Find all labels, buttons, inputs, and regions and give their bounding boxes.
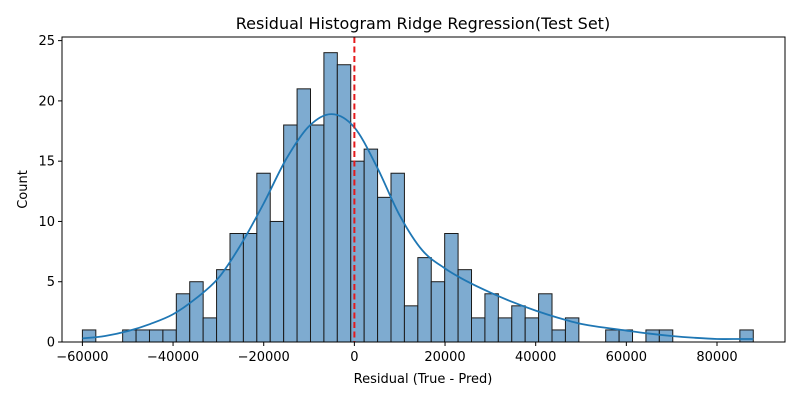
histogram-bar <box>175 293 191 343</box>
y-axis: 0 5 10 15 20 25 <box>38 34 62 351</box>
histogram-bar <box>162 329 177 343</box>
histogram-bar <box>336 64 352 343</box>
plot-frame <box>61 36 786 343</box>
histogram-bar <box>497 317 513 343</box>
histogram-bar <box>511 305 526 343</box>
histogram-bar <box>538 293 553 343</box>
histogram-bar <box>269 220 285 343</box>
histogram-bar <box>403 305 419 343</box>
x-tick-label: 0 <box>350 350 358 365</box>
y-tick-label: 5 <box>47 275 55 290</box>
x-tick-label: 80000 <box>696 350 737 365</box>
y-tick-label: 25 <box>38 34 55 49</box>
y-tick-label: 0 <box>47 336 55 351</box>
y-tick-label: 10 <box>38 215 55 230</box>
y-tick-label: 20 <box>38 94 55 109</box>
histogram-bar <box>202 317 218 343</box>
histogram-bar <box>645 329 660 343</box>
histogram-bar <box>605 329 620 343</box>
histogram-bar <box>444 233 459 343</box>
histogram-bar <box>216 269 231 343</box>
histogram-bar <box>377 196 392 343</box>
x-tick-label: 60000 <box>606 350 647 365</box>
y-axis-title: Count <box>16 170 31 209</box>
y-tick-label: 15 <box>38 155 55 170</box>
histogram-bar <box>283 124 298 343</box>
histogram-bar <box>390 172 405 343</box>
x-tick-label: −20000 <box>238 350 290 365</box>
histogram-bar <box>81 329 97 343</box>
chart-title: Residual Histogram Ridge Regression(Test… <box>236 14 610 33</box>
histogram-bar <box>350 160 365 343</box>
histogram-bar <box>551 329 566 343</box>
histogram-bar <box>484 293 499 343</box>
x-tick-label: 40000 <box>515 350 556 365</box>
histogram-bar <box>189 281 204 343</box>
x-tick-label: −40000 <box>147 350 199 365</box>
histogram-bar <box>524 317 540 343</box>
histogram-bar <box>430 281 446 343</box>
x-axis: −60000 −40000 −20000 0 20000 40000 60000 80000 <box>56 342 738 365</box>
x-tick-label: −60000 <box>56 350 108 365</box>
histogram-bar <box>471 317 486 343</box>
histogram-bar <box>323 52 338 343</box>
histogram-bar <box>135 329 150 343</box>
x-axis-title: Residual (True - Pred) <box>354 372 493 387</box>
histogram-bar <box>417 257 432 343</box>
x-tick-label: 20000 <box>424 350 465 365</box>
histogram-bar <box>363 148 379 343</box>
histogram-bar <box>242 233 258 343</box>
histogram-bar <box>148 329 164 343</box>
histogram-bar <box>256 172 271 343</box>
histogram-bar <box>309 124 325 343</box>
kde-curve <box>82 113 754 340</box>
histogram-bar <box>739 329 754 343</box>
